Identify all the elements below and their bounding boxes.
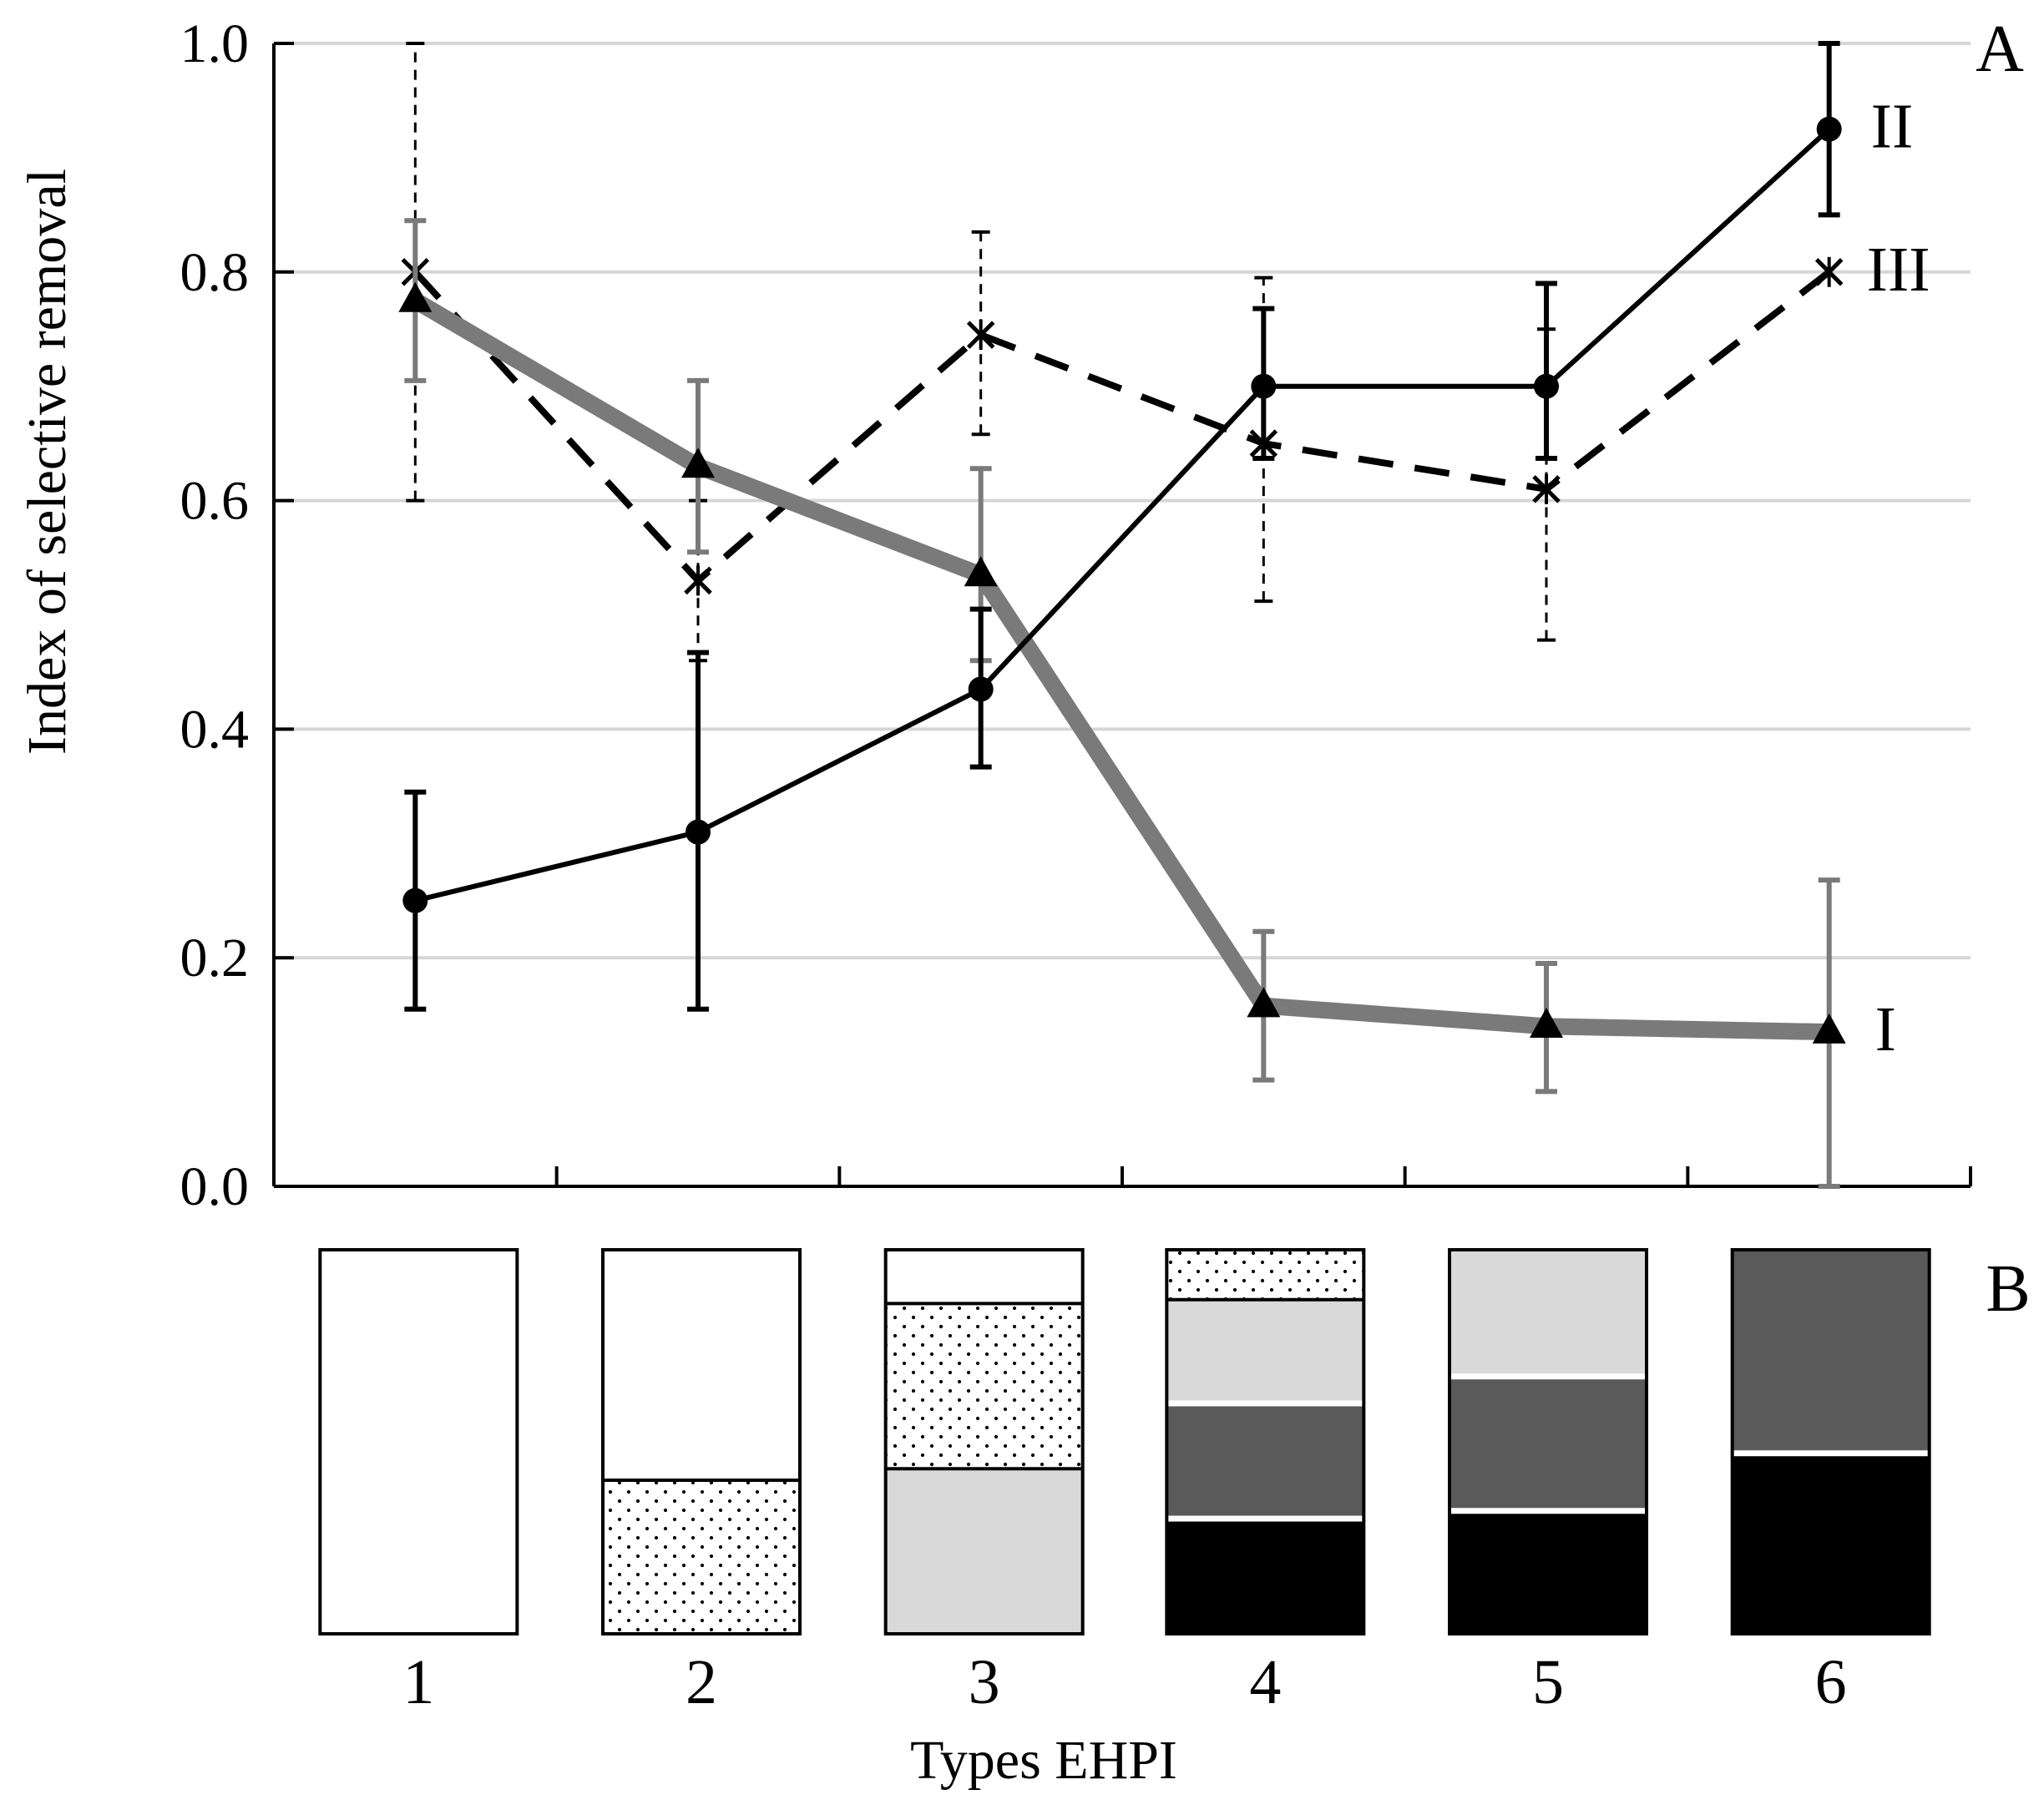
layer-darkgray (1166, 1403, 1364, 1519)
y-tick-label: 0.2 (180, 928, 250, 988)
composition-box-2 (601, 1248, 802, 1635)
series-label-II: II (1871, 92, 1914, 162)
category-label: 2 (686, 1647, 717, 1717)
data-point-II (1251, 373, 1277, 399)
category-label: 6 (1815, 1647, 1847, 1717)
box-outline (1730, 1248, 1931, 1635)
y-tick-label: 0.4 (180, 699, 250, 760)
data-point-I (398, 281, 433, 312)
layer-black (1166, 1519, 1364, 1634)
data-point-II (686, 819, 711, 845)
axes: 0.0 0.2 0.4 0.6 0.8 1.0 (180, 13, 1972, 1217)
x-axis-label: Types EHPI (910, 1730, 1177, 1791)
category-label: 1 (402, 1647, 434, 1717)
category-label: 3 (969, 1647, 1000, 1717)
data-point-I (681, 447, 715, 478)
series-label-III: III (1867, 235, 1930, 305)
composition-box-5 (1448, 1248, 1648, 1635)
layer-white (603, 1250, 800, 1480)
composition-box-6 (1730, 1248, 1931, 1635)
data-point-I (1530, 1008, 1563, 1039)
panel-b-label: B (1986, 1252, 2030, 1326)
panel-b: 1 2 3 4 5 6 (318, 1248, 1931, 1717)
layer-dotted (603, 1480, 800, 1634)
category-label: 4 (1249, 1647, 1281, 1717)
data-point-I (1247, 987, 1281, 1018)
layer-lightgray (1450, 1250, 1647, 1377)
layer-lightgray (885, 1469, 1083, 1634)
y-tick-label: 0.0 (180, 1156, 250, 1217)
box-outline (1165, 1248, 1366, 1635)
layer-dotted (1166, 1250, 1364, 1300)
layer-darkgray (1732, 1250, 1930, 1453)
series-line-II (414, 127, 1831, 903)
series-II: II (402, 41, 1914, 1012)
layer-black (1450, 1510, 1647, 1634)
composition-box-3 (883, 1248, 1085, 1635)
data-point-II (1816, 116, 1842, 142)
box-outline (601, 1248, 802, 1635)
box-outline (318, 1248, 519, 1635)
composition-box-4 (1165, 1248, 1366, 1635)
data-point-III (684, 565, 712, 596)
series-label-I: I (1875, 994, 1896, 1064)
y-tick-label: 0.6 (180, 471, 250, 532)
data-point-III (1814, 256, 1844, 287)
series-III: III (401, 42, 1930, 663)
data-point-II (968, 676, 994, 702)
panel-a-label: A (1976, 13, 2024, 86)
series-line-III (412, 269, 1832, 584)
layer-black (1732, 1453, 1930, 1634)
data-point-II (402, 887, 428, 913)
layer-white (885, 1250, 1083, 1304)
box-outline (883, 1248, 1085, 1635)
data-point-III (966, 320, 995, 351)
category-label: 5 (1532, 1647, 1564, 1717)
series-line-I (411, 293, 1829, 1041)
y-tick-label: 1.0 (180, 13, 250, 74)
y-tick-label: 0.8 (180, 242, 250, 303)
composition-box-1 (318, 1248, 519, 1635)
layer-darkgray (1450, 1376, 1647, 1511)
layer-white (320, 1250, 518, 1634)
data-point-III (1532, 473, 1561, 504)
layer-dotted (885, 1303, 1083, 1469)
data-point-I (964, 556, 998, 587)
data-point-I (1812, 1013, 1846, 1044)
box-outline (1448, 1248, 1648, 1635)
layer-lightgray (1166, 1299, 1364, 1403)
series-I: I (398, 218, 1896, 1189)
y-axis-label: Index of selective removal (17, 169, 78, 755)
data-point-II (1534, 373, 1559, 399)
grid-lines (274, 42, 1971, 960)
